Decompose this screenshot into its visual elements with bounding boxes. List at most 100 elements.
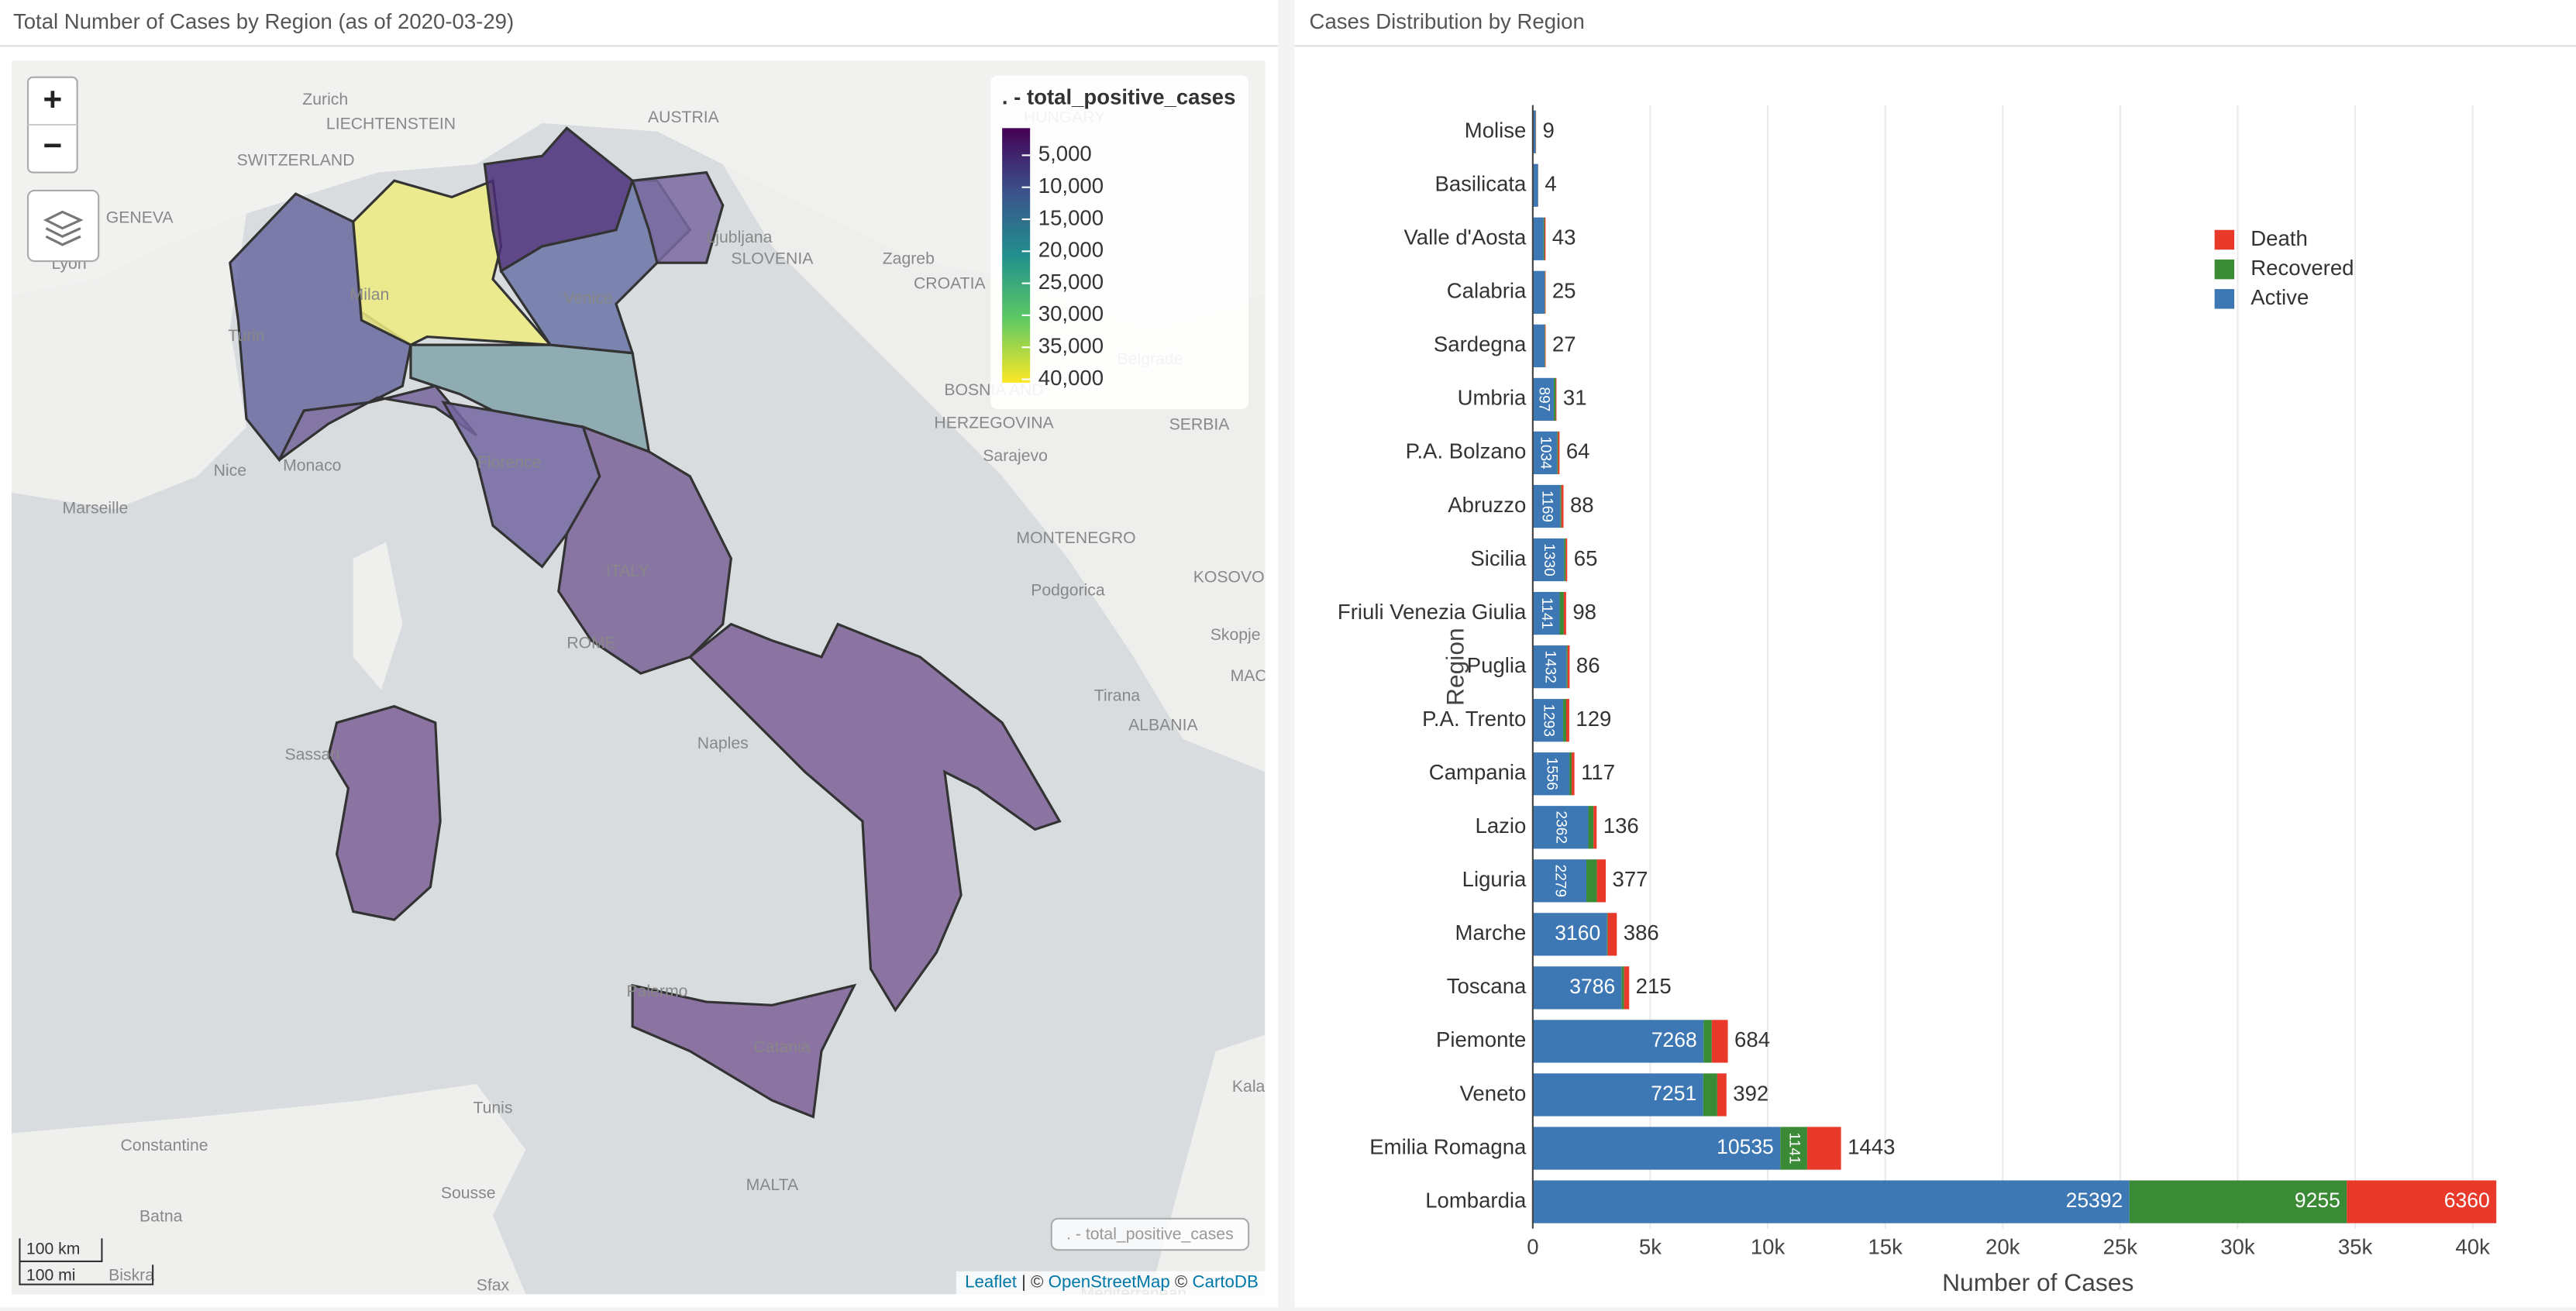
data-label: 1443 (1848, 1134, 1895, 1158)
bar-segment (1569, 752, 1572, 796)
place-label: ROME (567, 635, 616, 652)
place-label: Sassari (284, 746, 339, 764)
zoom-out-button[interactable]: − (43, 127, 62, 163)
data-label: 1330 (1541, 543, 1557, 576)
place-label: Kala (1232, 1078, 1266, 1096)
data-label: 9 (1543, 118, 1555, 142)
data-label: 4 (1545, 172, 1556, 196)
y-tick-label: Marche (1455, 920, 1527, 945)
bar-segment (1607, 913, 1617, 956)
data-label: 3160 (1555, 921, 1600, 945)
y-tick-label: Umbria (1458, 386, 1527, 410)
x-tick-label: 5k (1639, 1234, 1662, 1258)
y-tick-label: Puglia (1467, 653, 1527, 677)
legend-label: Active (2251, 285, 2309, 309)
place-label: MONTENEGRO (1016, 529, 1135, 547)
place-label: Batna (139, 1207, 183, 1225)
data-label: 7251 (1651, 1082, 1696, 1105)
place-label: Ljubljana (707, 229, 773, 246)
bar-segment (1532, 966, 1622, 1010)
place-label: Milan (350, 286, 390, 304)
legend-swatch (2214, 259, 2235, 280)
data-label: 1141 (1786, 1133, 1803, 1165)
data-label: 684 (1734, 1027, 1770, 1051)
land (722, 163, 1266, 772)
land (353, 542, 403, 690)
attribution-box (956, 1271, 1266, 1295)
data-label: 6360 (2444, 1189, 2490, 1212)
place-label: SLOVENIA (731, 250, 814, 268)
bar-segment (1711, 1020, 1728, 1063)
place-label: Sousse (441, 1185, 496, 1203)
region-shape (352, 178, 553, 346)
region-shape (631, 170, 725, 264)
bar-segment (1532, 1127, 1781, 1170)
x-tick-label: 0 (1527, 1234, 1538, 1258)
place-label: MALTA (746, 1176, 799, 1194)
colorbar-tick-label: 15,000 (1038, 205, 1104, 229)
y-tick-label: Friuli Venezia Giulia (1338, 600, 1527, 624)
scale-bar (19, 1238, 154, 1285)
bar-segment (1572, 752, 1575, 796)
x-axis-label: Number of Cases (1942, 1268, 2133, 1296)
bar-segment (1624, 966, 1630, 1010)
attribution-link[interactable]: OpenStreetMap (1049, 1271, 1170, 1291)
map[interactable]: Zurich LIECHTENSTEIN AUSTRIA SWITZERLAND GEN… (11, 60, 1267, 1302)
layer-label-box[interactable] (1050, 1217, 1250, 1251)
attribution-text: © (1175, 1271, 1188, 1291)
place-label: Sarajevo (983, 447, 1048, 465)
bar-segment (1532, 752, 1570, 796)
region-shape (631, 983, 857, 1119)
place-label: Zagreb (883, 250, 935, 268)
y-tick-label: Molise (1465, 118, 1527, 142)
bar-segment (1563, 591, 1566, 635)
data-label: 98 (1572, 600, 1596, 624)
data-label: 136 (1603, 814, 1639, 838)
place-label: Turin (228, 327, 265, 345)
data-label: 31 (1563, 386, 1587, 410)
data-label: 129 (1576, 707, 1611, 731)
region-shape (687, 622, 1062, 1013)
place-label: Constantine (120, 1137, 208, 1154)
y-tick-label: Sardegna (1434, 332, 1527, 356)
data-label: 3786 (1569, 975, 1615, 998)
attribution-link[interactable]: CartoDB (1193, 1271, 1259, 1291)
bar-segment (1532, 699, 1564, 742)
bar-segment (1532, 377, 1555, 422)
y-tick-label: Liguria (1462, 867, 1527, 891)
bar-segment (1703, 1073, 1717, 1117)
bar-segment (1532, 1180, 2130, 1223)
colorbar-tick-label: 35,000 (1038, 334, 1104, 358)
bar-segment (1532, 484, 1561, 528)
y-tick-label: Veneto (1460, 1081, 1527, 1105)
bar-segment (1532, 324, 1545, 367)
x-tick-label: 40k (2455, 1234, 2490, 1258)
bar-segment (1532, 538, 1565, 582)
place-label: SERBIA (1169, 416, 1231, 434)
layers-button[interactable] (26, 189, 100, 263)
colorbar-ticks: 5,000 10,000 15,000 20,000 25,000 30,000 35,00… (1021, 142, 1104, 390)
map-legend (990, 75, 1249, 409)
data-label: 86 (1576, 653, 1600, 677)
bar-segment (1532, 270, 1545, 314)
data-label: 9255 (2295, 1189, 2340, 1212)
layer-label[interactable]: . - total_positive_cases (1066, 1226, 1234, 1244)
place-label: SWITZERLAND (237, 151, 355, 169)
data-label: 2362 (1553, 811, 1569, 844)
colorbar-tick-label: 20,000 (1038, 238, 1104, 262)
place-label: Catania (754, 1038, 811, 1056)
data-label: 25 (1552, 279, 1576, 303)
place-label: GENEVA (106, 209, 174, 227)
bar-segment (1532, 806, 1589, 849)
bar-segment (1593, 806, 1597, 849)
data-label: 897 (1535, 387, 1551, 412)
x-tick-label: 25k (2103, 1234, 2138, 1258)
bar-segment (1565, 538, 1568, 582)
bar-segment (1558, 431, 1560, 475)
attribution-link[interactable]: Leaflet (965, 1271, 1018, 1291)
data-label: 1169 (1539, 490, 1555, 522)
zoom-in-button[interactable]: + (43, 81, 62, 118)
y-tick-label: Piemonte (1436, 1027, 1526, 1051)
bar-segment (1532, 110, 1536, 153)
